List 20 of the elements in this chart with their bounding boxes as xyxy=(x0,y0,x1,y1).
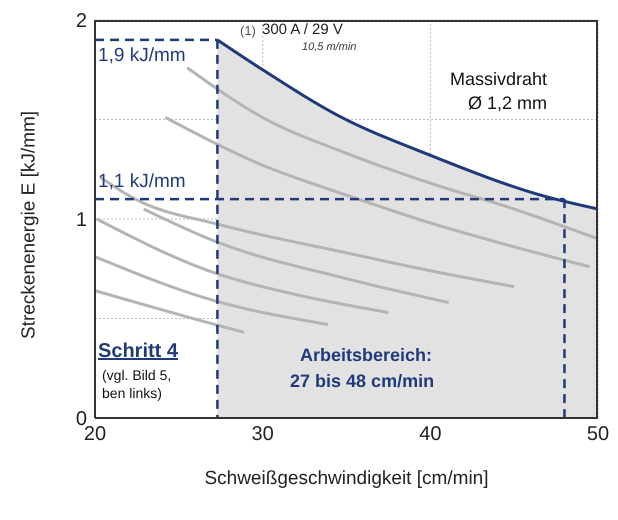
x-axis-title: Schweißgeschwindigkeit [cm/min] xyxy=(204,468,489,489)
x-tick-label: 20 xyxy=(84,423,106,446)
annotation: 27 bis 48 cm/min xyxy=(290,371,434,392)
x-tick-label: 40 xyxy=(419,423,442,446)
annotation: ben links) xyxy=(102,385,162,402)
y-axis-title: Streckenenergie E [kJ/mm] xyxy=(18,110,40,339)
x-tick-label: 30 xyxy=(252,423,274,446)
annotation: Schritt 4 xyxy=(98,340,178,362)
annotation: 300 A / 29 V xyxy=(262,21,343,38)
annotation: (vgl. Bild 5, xyxy=(102,367,172,384)
annotation: 10,5 m/min xyxy=(302,41,356,54)
annotation: (1) xyxy=(240,23,256,38)
annotation: 1,9 kJ/mm xyxy=(98,45,186,67)
annotation: Ø 1,2 mm xyxy=(468,93,548,114)
y-tick-label: 1 xyxy=(76,209,87,232)
annotation: Arbeitsbereich: xyxy=(300,345,432,366)
x-tick-label: 50 xyxy=(586,423,610,446)
annotation: 1,1 kJ/mm xyxy=(98,171,186,193)
y-tick-label: 2 xyxy=(76,10,87,32)
annotation: Massivdraht xyxy=(450,69,548,90)
